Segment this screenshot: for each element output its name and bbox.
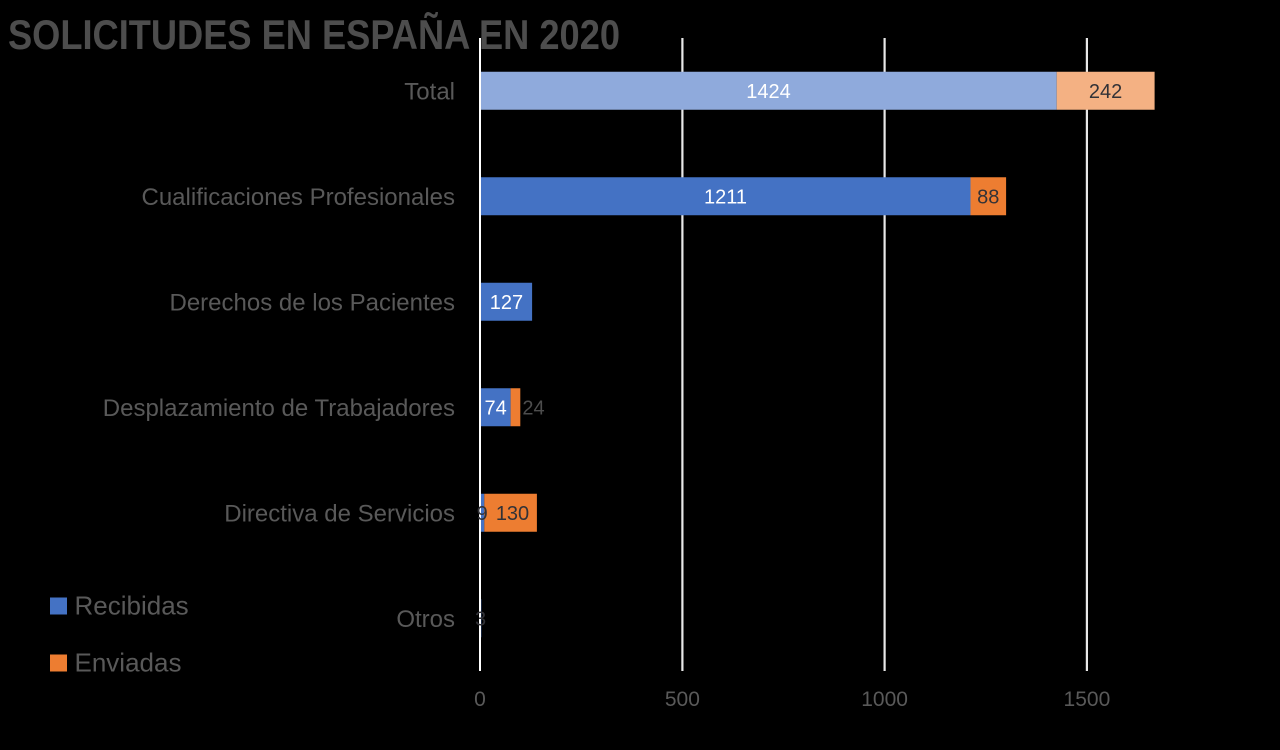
svg-text:1500: 1500 — [1064, 688, 1111, 711]
svg-text:SOLICITUDES EN ESPAÑA EN 2020: SOLICITUDES EN ESPAÑA EN 2020 — [8, 11, 620, 58]
svg-text:242: 242 — [1089, 81, 1122, 103]
svg-text:500: 500 — [665, 688, 700, 711]
svg-text:24: 24 — [522, 397, 544, 419]
svg-text:Desplazamiento de Trabajadores: Desplazamiento de Trabajadores — [103, 395, 455, 422]
svg-text:Derechos de los Pacientes: Derechos de los Pacientes — [170, 289, 456, 316]
svg-text:Total: Total — [404, 78, 455, 105]
svg-text:Cualificaciones Profesionales: Cualificaciones Profesionales — [142, 184, 456, 211]
svg-text:3: 3 — [475, 608, 486, 630]
svg-text:127: 127 — [490, 292, 523, 314]
svg-text:88: 88 — [977, 186, 999, 208]
svg-text:Enviadas: Enviadas — [75, 648, 182, 678]
svg-text:Directiva de Servicios: Directiva de Servicios — [224, 500, 455, 527]
svg-text:Recibidas: Recibidas — [75, 591, 189, 621]
svg-text:9: 9 — [477, 503, 488, 525]
svg-text:1424: 1424 — [746, 81, 791, 103]
svg-text:1211: 1211 — [704, 186, 747, 208]
svg-text:Otros: Otros — [396, 606, 455, 633]
svg-text:0: 0 — [474, 688, 486, 711]
svg-text:74: 74 — [484, 397, 506, 419]
svg-text:130: 130 — [496, 503, 529, 525]
svg-text:1000: 1000 — [861, 688, 908, 711]
